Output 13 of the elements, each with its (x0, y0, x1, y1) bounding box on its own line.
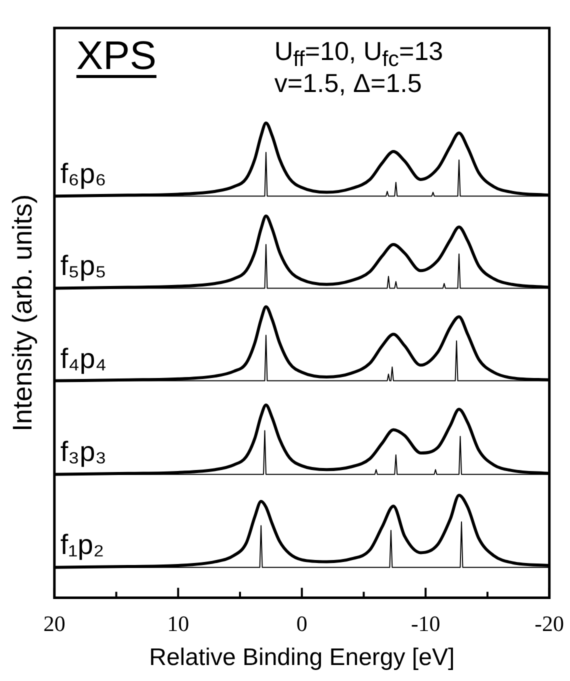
y-axis-title: Intensity (arb. units) (8, 194, 38, 432)
x-axis-title: Relative Binding Energy [eV] (149, 644, 455, 672)
series-label: f₁p₂ (60, 529, 104, 560)
x-tick-label: -20 (534, 610, 564, 636)
x-tick-label: 0 (296, 610, 308, 636)
x-tick-label: 20 (43, 610, 66, 636)
series-label: f₅p₅ (60, 250, 106, 282)
series-label: f₆p₆ (60, 158, 106, 190)
series-label: f₃p₃ (60, 436, 107, 468)
chart-title: XPS (76, 34, 156, 78)
x-tick-label: -10 (410, 610, 440, 636)
series-label: f₄p₄ (60, 342, 107, 374)
x-tick-label: 10 (167, 610, 190, 636)
